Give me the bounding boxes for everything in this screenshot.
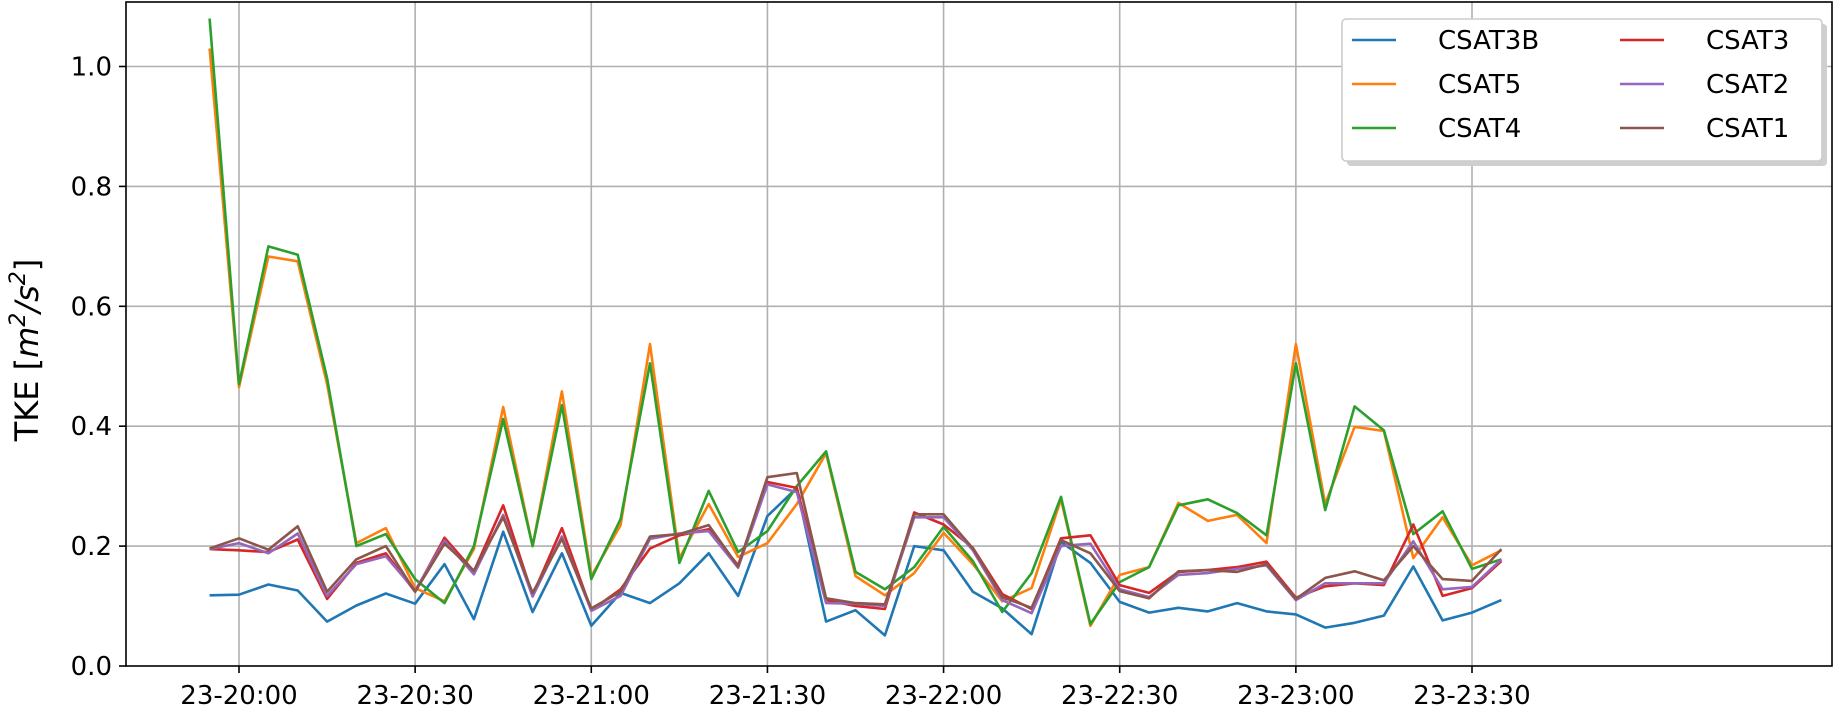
- series-line-csat1: [209, 471, 1503, 610]
- series-layer: [208, 18, 1503, 637]
- legend-label-csat4: CSAT4: [1438, 114, 1521, 144]
- x-tick-label: 23-23:00: [1237, 681, 1354, 710]
- series-line-csat2: [209, 483, 1503, 615]
- series-line-csat5: [208, 48, 1502, 628]
- y-axis-label-m: m: [8, 327, 46, 358]
- legend-box: [1341, 18, 1823, 162]
- x-tick-label: 23-21:00: [533, 681, 650, 710]
- x-tick-label: 23-21:30: [709, 681, 826, 710]
- x-tick-label: 23-22:00: [885, 681, 1002, 710]
- y-axis: 0.0 0.2 0.4 0.6 0.8 1.0: [71, 53, 126, 682]
- grid-layer: [126, 2, 1832, 666]
- x-tick-label: 23-22:30: [1061, 681, 1178, 710]
- y-tick-label: 0.4: [71, 412, 112, 442]
- y-axis-label-exp2: 2: [6, 271, 31, 285]
- legend-label-csat5: CSAT5: [1438, 70, 1521, 100]
- legend-label-csat3b: CSAT3B: [1438, 26, 1539, 56]
- y-tick-label: 0.0: [71, 652, 112, 682]
- legend: CSAT3B CSAT5 CSAT4 CSAT3 CSAT2 CSAT1: [1341, 18, 1827, 166]
- y-axis-label: TKE [m2/s2]: [6, 259, 46, 443]
- y-tick-label: 1.0: [71, 53, 112, 83]
- y-axis-label-slash: /: [8, 299, 46, 316]
- y-axis-label-exp1: 2: [6, 313, 31, 327]
- x-tick-label: 23-20:30: [356, 681, 473, 710]
- series-line-csat4: [208, 18, 1502, 626]
- y-axis-label-prefix: TKE [: [8, 358, 46, 442]
- y-tick-label: 0.6: [71, 292, 112, 322]
- y-tick-label: 0.2: [71, 532, 112, 562]
- series-line-csat3b: [209, 486, 1502, 637]
- x-tick-label: 23-20:00: [180, 681, 297, 710]
- x-axis: 23-20:00 23-20:30 23-21:00 23-21:30 23-22:00…: [180, 666, 1531, 710]
- y-tick-label: 0.8: [71, 172, 112, 202]
- legend-label-csat2: CSAT2: [1706, 70, 1789, 100]
- y-axis-label-suffix: ]: [8, 259, 46, 271]
- x-tick-label: 23-23:30: [1413, 681, 1530, 710]
- legend-label-csat1: CSAT1: [1706, 114, 1789, 144]
- legend-label-csat3: CSAT3: [1706, 26, 1789, 56]
- plot-frame: [125, 1, 1833, 667]
- y-axis-label-s: s: [8, 285, 46, 302]
